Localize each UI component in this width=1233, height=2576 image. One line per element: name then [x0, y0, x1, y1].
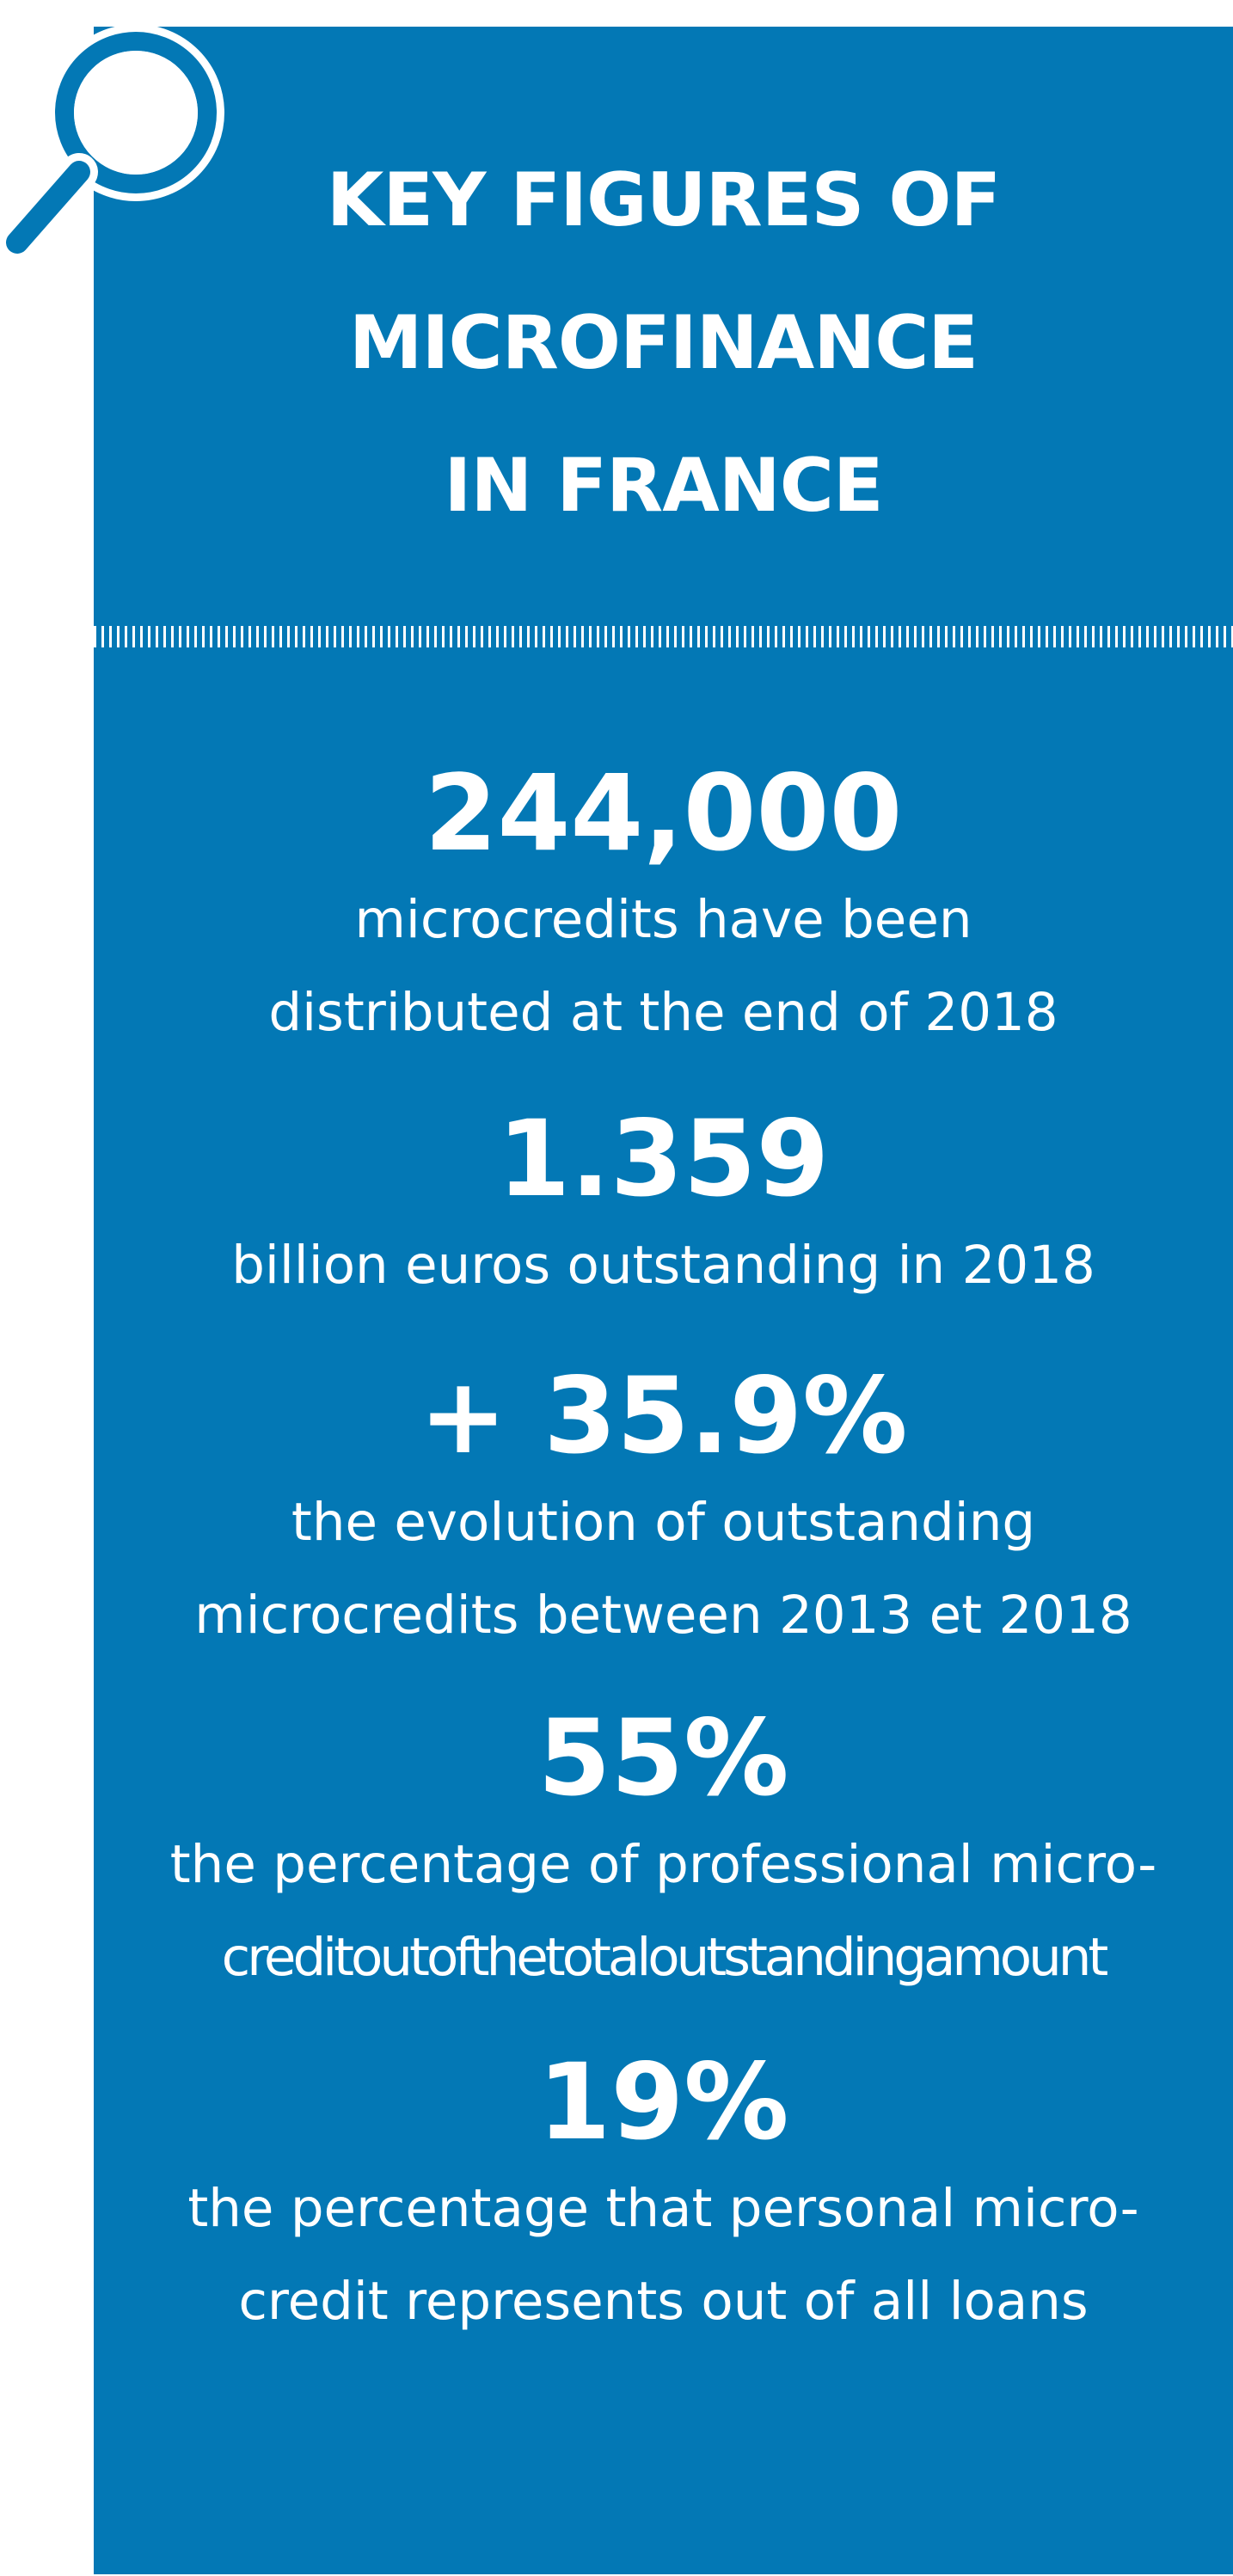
figure-description-line: creditoutofthetotaloutstandingamount	[221, 1927, 1109, 1988]
figure-description-line: distributed at the end of 2018	[268, 982, 1058, 1043]
figure-description-line: the percentage that personal micro-	[187, 2178, 1139, 2239]
figure-value: 19%	[537, 2041, 789, 2163]
figure-value: 244,000	[424, 752, 903, 874]
title-line-3: IN FRANCE	[444, 443, 883, 529]
figure-outstanding-evolution: + 35.9% the evolution of outstanding mic…	[94, 1356, 1233, 1662]
key-figures-panel	[94, 27, 1233, 2574]
figure-description-line: billion euros outstanding in 2018	[231, 1235, 1095, 1296]
title-line-2: MICROFINANCE	[348, 300, 978, 386]
title-line-1: KEY FIGURES OF	[326, 157, 1001, 243]
figure-value: 55%	[537, 1697, 789, 1819]
figure-outstanding-amount: 1.359 billion euros outstanding in 2018	[94, 1099, 1233, 1312]
figure-description-line: microcredits have been	[354, 889, 972, 950]
dotted-divider	[94, 626, 1233, 647]
figure-description-line: credit represents out of all loans	[238, 2271, 1089, 2332]
figure-value: 1.359	[497, 1098, 830, 1220]
figure-microcredits-distributed: 244,000 microcredits have been distribut…	[94, 753, 1233, 1059]
figure-personal-share: 19% the percentage that personal micro- …	[94, 2042, 1233, 2348]
figure-professional-share: 55% the percentage of professional micro…	[94, 1698, 1233, 2004]
page-title: KEY FIGURES OF MICROFINANCE IN FRANCE	[94, 129, 1233, 557]
figure-description-line: the percentage of professional micro-	[169, 1834, 1157, 1895]
figure-description-line: microcredits between 2013 et 2018	[194, 1585, 1132, 1646]
figure-value: + 35.9%	[419, 1355, 908, 1477]
magnifier-icon	[0, 24, 224, 261]
figure-description-line: the evolution of outstanding	[291, 1492, 1036, 1553]
